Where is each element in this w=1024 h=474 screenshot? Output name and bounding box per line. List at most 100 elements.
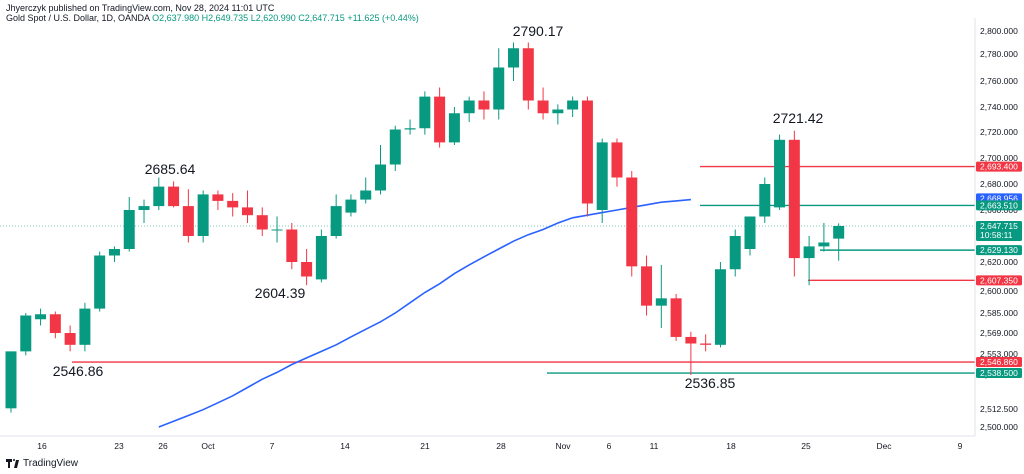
candle-body <box>123 210 135 249</box>
candle-body <box>197 194 209 236</box>
candle-body <box>271 229 283 231</box>
candle-body <box>241 207 253 216</box>
candle-body <box>522 48 534 101</box>
time-tick-label: 21 <box>420 441 430 451</box>
time-ticks[interactable]: 16 23 26 Oct 7 14 21 28 Nov 6 11 18 25 Dec 9 <box>37 441 962 451</box>
price-tag <box>976 200 1022 211</box>
price-annotation: 2685.64 <box>145 161 196 177</box>
ohlc-close: C2,647.715 <box>298 13 345 23</box>
price-tick-label: 2,760.000 <box>980 76 1018 86</box>
candle-body <box>212 194 224 201</box>
candle-body <box>803 246 815 259</box>
price-tick-label: 2,553.000 <box>980 349 1018 359</box>
candle-body <box>744 216 756 249</box>
price-tag-label: 2,629.130 <box>980 245 1018 255</box>
candle-body <box>20 315 32 352</box>
price-annotation: 2546.86 <box>53 363 104 379</box>
candle-body <box>138 206 150 210</box>
price-tick-label: 2,720.000 <box>980 127 1018 137</box>
candle-body <box>227 200 239 208</box>
price-tag-label: 2,668.956 <box>980 193 1018 203</box>
candle-body <box>286 229 298 262</box>
publisher-line: Jhyerczyk published on TradingView.com, … <box>6 3 275 13</box>
candle-body <box>94 255 106 309</box>
candle-body <box>64 333 76 345</box>
candle-body <box>508 48 520 68</box>
tradingview-brand: TradingView <box>23 458 79 469</box>
candle-body <box>729 236 741 270</box>
countdown-label: 10:58:11 <box>980 230 1013 240</box>
price-tick-label: 2,600.000 <box>980 286 1018 296</box>
candle-body <box>389 129 401 165</box>
candle-body <box>493 67 505 110</box>
candle-body <box>641 266 653 306</box>
candle-body <box>434 96 446 143</box>
candle-body <box>345 199 357 213</box>
price-tick-label: 2,620.000 <box>980 257 1018 267</box>
time-tick-label: 9 <box>958 441 963 451</box>
price-tick-label: 2,780.000 <box>980 49 1018 59</box>
price-tag <box>976 357 1022 368</box>
symbol-name: Gold Spot / U.S. Dollar, 1D, OANDA <box>6 13 150 23</box>
candle-body <box>714 269 726 345</box>
candle-body <box>567 100 579 110</box>
price-tick-label: 2,680.000 <box>980 179 1018 189</box>
candle-body <box>330 206 342 236</box>
candle-body <box>419 96 431 129</box>
candle-body <box>611 142 623 178</box>
price-tag <box>976 368 1022 379</box>
level-lines <box>0 165 975 374</box>
candle-body <box>537 100 549 114</box>
tradingview-footer[interactable]: TradingView <box>6 458 78 469</box>
price-tick-label: 2,512.500 <box>980 404 1018 414</box>
ohlc-change: +11.625 (+0.44%) <box>347 13 419 23</box>
candle-body <box>626 177 638 267</box>
candle-body <box>256 215 268 230</box>
candle-body <box>375 164 386 191</box>
time-tick-label: 14 <box>340 441 350 451</box>
candle-body <box>788 139 800 259</box>
candle-body <box>182 206 194 236</box>
candle-body <box>700 343 712 345</box>
ohlc-low: L2,620.990 <box>250 13 296 23</box>
price-tag-label: 2,538.500 <box>980 368 1018 378</box>
price-tag-label: 2,546.860 <box>980 357 1018 367</box>
candle-body <box>404 128 416 130</box>
candle-body <box>818 242 830 247</box>
price-annotation: 2790.17 <box>513 23 564 39</box>
price-tag <box>976 161 1022 172</box>
candle-body <box>670 298 682 337</box>
candle-body <box>774 139 786 208</box>
candle-body <box>759 184 771 217</box>
time-tick-label: 11 <box>650 441 659 451</box>
moving-average-line <box>158 198 691 428</box>
candle-body <box>153 186 165 207</box>
candle-body <box>35 314 47 320</box>
price-tick-label: 2,800.000 <box>980 26 1018 36</box>
candle-body <box>301 262 313 277</box>
time-tick-label: Nov <box>555 441 571 451</box>
candle-body <box>552 109 564 114</box>
candle-body <box>448 113 460 143</box>
price-tick-label: 2,500.000 <box>980 422 1018 432</box>
price-tick-label: 2,700.000 <box>980 153 1018 163</box>
candle-body <box>79 308 91 345</box>
price-tick-label: 2,585.000 <box>980 308 1018 318</box>
candles <box>5 42 845 413</box>
time-tick-label: 26 <box>158 441 168 451</box>
time-tick-label: 6 <box>607 441 612 451</box>
tradingview-logo-icon <box>6 459 20 468</box>
candle-body <box>49 314 61 333</box>
time-tick-label: 7 <box>270 441 275 451</box>
candle-body <box>655 298 667 306</box>
candle-body <box>478 100 490 110</box>
price-tag <box>976 245 1022 256</box>
time-tick-label: 23 <box>114 441 124 451</box>
ohlc-high: H2,649.735 <box>201 13 249 23</box>
candle-body <box>685 336 697 344</box>
candle-body <box>168 186 180 207</box>
candle-body <box>5 351 17 409</box>
time-tick-label: 18 <box>726 441 736 451</box>
